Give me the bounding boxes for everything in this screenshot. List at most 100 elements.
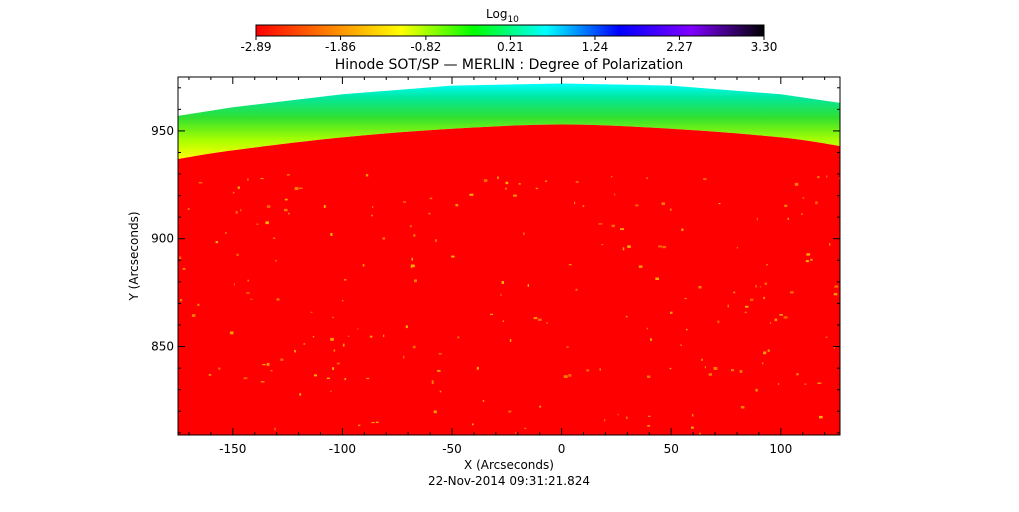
speckle — [333, 349, 336, 352]
speckle — [371, 421, 375, 424]
speckle — [439, 390, 442, 393]
speckle — [817, 176, 820, 179]
speckle — [414, 279, 418, 283]
speckle — [759, 286, 762, 288]
speckle — [236, 253, 239, 257]
speckle — [833, 345, 836, 349]
speckle — [603, 419, 606, 422]
speckle — [764, 282, 767, 285]
colorbar-ticks: -2.89 -1.86 -0.82 0.21 1.24 2.27 3.30 — [240, 36, 777, 54]
speckle — [777, 383, 780, 385]
colorbar-tick-label: -2.89 — [240, 40, 271, 54]
speckle — [198, 181, 203, 184]
limb-polarization-band — [178, 83, 840, 159]
speckle — [197, 303, 200, 306]
speckle — [451, 255, 455, 258]
speckle — [537, 318, 542, 321]
speckle — [294, 349, 297, 353]
speckle — [619, 228, 624, 230]
colorbar-tick-label: -1.86 — [325, 40, 356, 54]
x-axis-title: X (Arcseconds) — [464, 458, 554, 472]
colorbar-tick-label: 3.30 — [751, 40, 778, 54]
speckle — [701, 358, 703, 361]
speckle — [243, 377, 248, 380]
speckle — [638, 265, 643, 268]
speckle — [502, 320, 505, 322]
colorbar-gradient — [255, 24, 765, 37]
speckle — [635, 204, 639, 207]
speckle — [509, 339, 512, 342]
speckle — [601, 243, 604, 246]
speckle — [686, 328, 688, 331]
disk-polarization-region — [178, 124, 840, 435]
speckle — [646, 327, 648, 330]
speckle — [749, 298, 754, 301]
speckle — [713, 367, 718, 370]
speckle — [627, 245, 631, 248]
speckle — [409, 225, 412, 228]
speckle — [438, 353, 442, 355]
speckle — [661, 202, 665, 205]
speckle — [692, 413, 694, 417]
speckle — [730, 369, 734, 372]
speckle — [303, 343, 306, 345]
speckle — [762, 362, 764, 365]
speckle — [240, 208, 242, 212]
speckle — [826, 175, 828, 178]
speckle — [650, 338, 652, 341]
speckle — [513, 194, 517, 197]
timestamp: 22-Nov-2014 09:31:21.824 — [428, 474, 590, 488]
speckle — [344, 377, 347, 381]
speckle — [434, 239, 437, 243]
speckle — [684, 297, 687, 300]
x-tick-label: 50 — [664, 442, 679, 456]
speckle — [646, 177, 648, 179]
speckle — [411, 257, 413, 261]
speckle — [774, 318, 778, 322]
speckle — [622, 247, 625, 251]
x-tick-label: -100 — [329, 442, 356, 456]
speckle — [586, 369, 590, 372]
speckle — [331, 316, 334, 319]
x-tick-label: -50 — [442, 442, 462, 456]
speckle — [437, 369, 441, 372]
speckle — [805, 260, 809, 263]
speckle — [312, 335, 315, 338]
speckle — [403, 355, 405, 359]
speckle — [804, 383, 807, 385]
speckle — [617, 413, 619, 416]
speckle — [829, 243, 831, 246]
speckle — [429, 197, 433, 200]
speckle — [215, 241, 219, 244]
speckle — [500, 293, 502, 296]
speckle — [518, 183, 521, 185]
speckle — [763, 351, 767, 355]
speckle — [342, 300, 344, 302]
speckle — [343, 278, 347, 281]
speckle — [235, 210, 238, 214]
speckle — [763, 296, 765, 300]
speckle — [733, 291, 736, 294]
speckle — [483, 179, 488, 183]
speckle — [806, 253, 811, 256]
speckle — [566, 346, 569, 348]
speckle — [574, 201, 576, 205]
colorbar-tick-label: -0.82 — [410, 40, 441, 54]
speckle — [744, 311, 748, 314]
speckle — [508, 410, 512, 413]
speckle — [274, 427, 276, 431]
speckle — [284, 198, 288, 201]
speckle — [265, 221, 269, 225]
y-tick-label: 850 — [151, 340, 174, 354]
speckle — [247, 178, 249, 181]
speckle — [382, 237, 386, 240]
speckle — [523, 232, 525, 236]
speckle — [455, 204, 459, 207]
speckle — [280, 358, 284, 361]
colorbar-label: Log10 — [486, 7, 519, 25]
speckle — [669, 208, 672, 211]
speckle — [598, 223, 603, 225]
plot-frame — [177, 76, 841, 436]
speckle — [655, 277, 659, 280]
